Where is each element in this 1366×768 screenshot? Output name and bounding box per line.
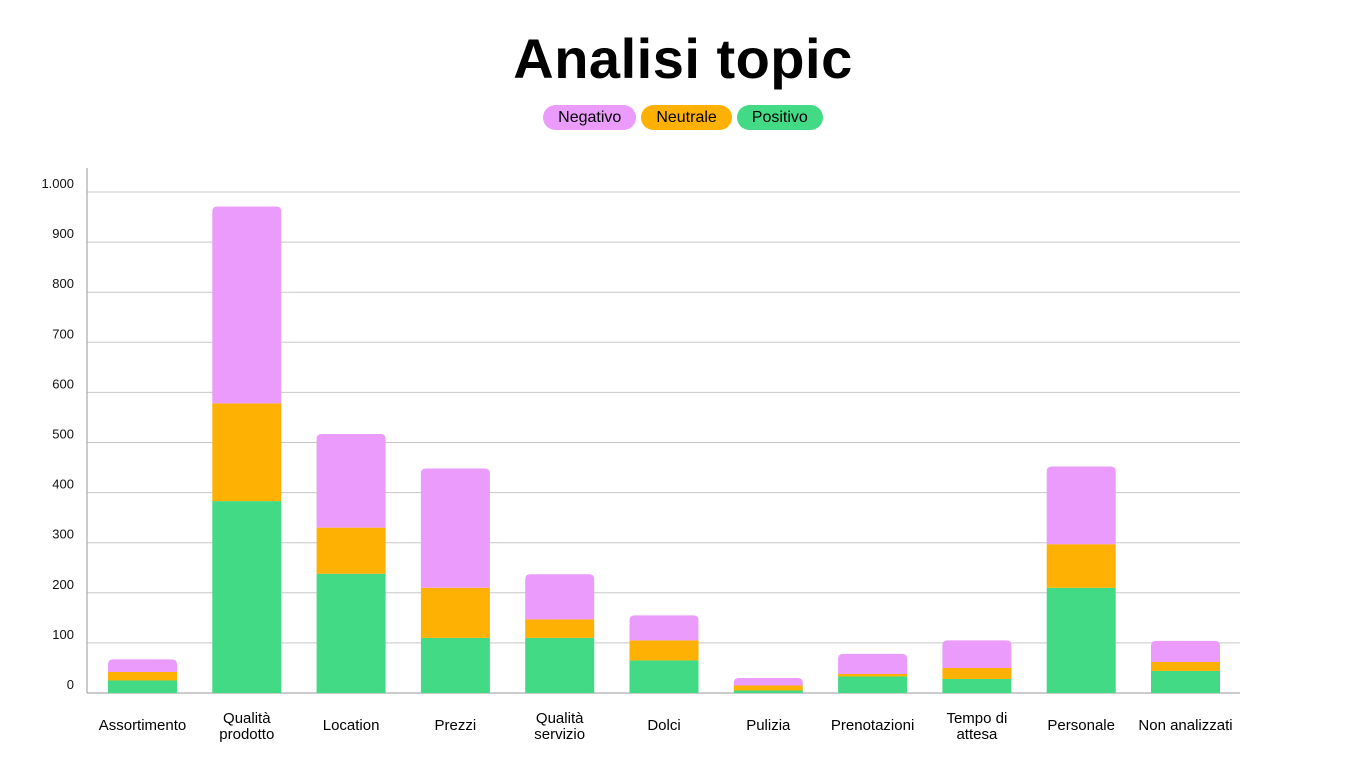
y-tick-label: 300 [52,527,74,542]
bar-segment-neutrale [316,527,386,574]
legend-item-negativo: Negativo [543,105,637,130]
bar-segment-positivo [108,680,177,693]
bar-segment-negativo [629,615,699,641]
bar-segment-positivo [629,660,699,693]
x-tick-label: Qualità [223,710,271,727]
bar-segment-positivo [525,637,595,693]
x-tick-label: Assortimento [99,717,187,734]
x-tick-label: Location [323,717,380,734]
x-tick-label: Tempo di [946,710,1007,727]
bar-segment-positivo [1046,587,1116,693]
bar-segment-positivo [212,501,282,693]
y-tick-label: 200 [52,577,74,592]
bar-segment-negativo [942,640,1012,668]
x-tick-label: Personale [1047,717,1115,734]
y-tick-label: 500 [52,427,74,442]
bar-segment-negativo [733,677,803,686]
bar-segment-positivo [1151,670,1220,693]
bar-segment-negativo [316,433,386,528]
y-tick-label: 100 [52,627,74,642]
bar-segment-neutrale [108,671,177,681]
y-tick-label: 600 [52,376,74,391]
bar-segment-negativo [108,659,177,672]
x-tick-label: Prenotazioni [831,717,914,734]
bar-segment-positivo [838,676,908,693]
bar-segment-neutrale [942,667,1012,679]
legend: Negativo Neutrale Positivo [0,105,1366,130]
bar-segment-negativo [525,574,595,620]
bar-segment-positivo [942,678,1012,693]
x-tick-label: Non analizzati [1138,717,1232,734]
y-tick-label: 900 [52,226,74,241]
bar-segment-neutrale [838,673,908,677]
bar-segment-negativo [1046,466,1116,545]
legend-item-neutrale: Neutrale [641,105,732,130]
y-tick-label: 700 [52,326,74,341]
bar-segment-positivo [316,573,386,693]
bar-segment-neutrale [420,587,490,638]
bar-segment-neutrale [212,403,282,502]
x-tick-label: servizio [534,726,585,743]
bar-segment-neutrale [733,685,803,691]
x-tick-label: Prezzi [435,717,477,734]
bar-segment-neutrale [1046,544,1116,588]
bar-segment-negativo [1151,640,1220,662]
y-tick-label: 800 [52,276,74,291]
chart-title: Analisi topic [513,27,853,90]
legend-item-positivo: Positivo [736,105,823,130]
x-tick-label: Qualità [536,710,584,727]
x-tick-label: attesa [956,726,998,743]
bar-segment-positivo [733,690,803,693]
y-tick-label: 0 [67,677,74,692]
x-tick-label: Dolci [647,717,680,734]
y-tick-label: 1.000 [41,176,74,191]
y-tick-label: 400 [52,477,74,492]
bar-segment-positivo [420,637,490,693]
bar-segment-negativo [838,653,908,674]
bar-segment-negativo [212,206,282,404]
bar-segment-neutrale [629,640,699,661]
x-tick-label: Pulizia [746,717,791,734]
x-tick-label: prodotto [219,726,274,743]
bar-segment-neutrale [1151,661,1220,671]
bar-segment-negativo [420,468,490,588]
bar-segment-neutrale [525,619,595,638]
